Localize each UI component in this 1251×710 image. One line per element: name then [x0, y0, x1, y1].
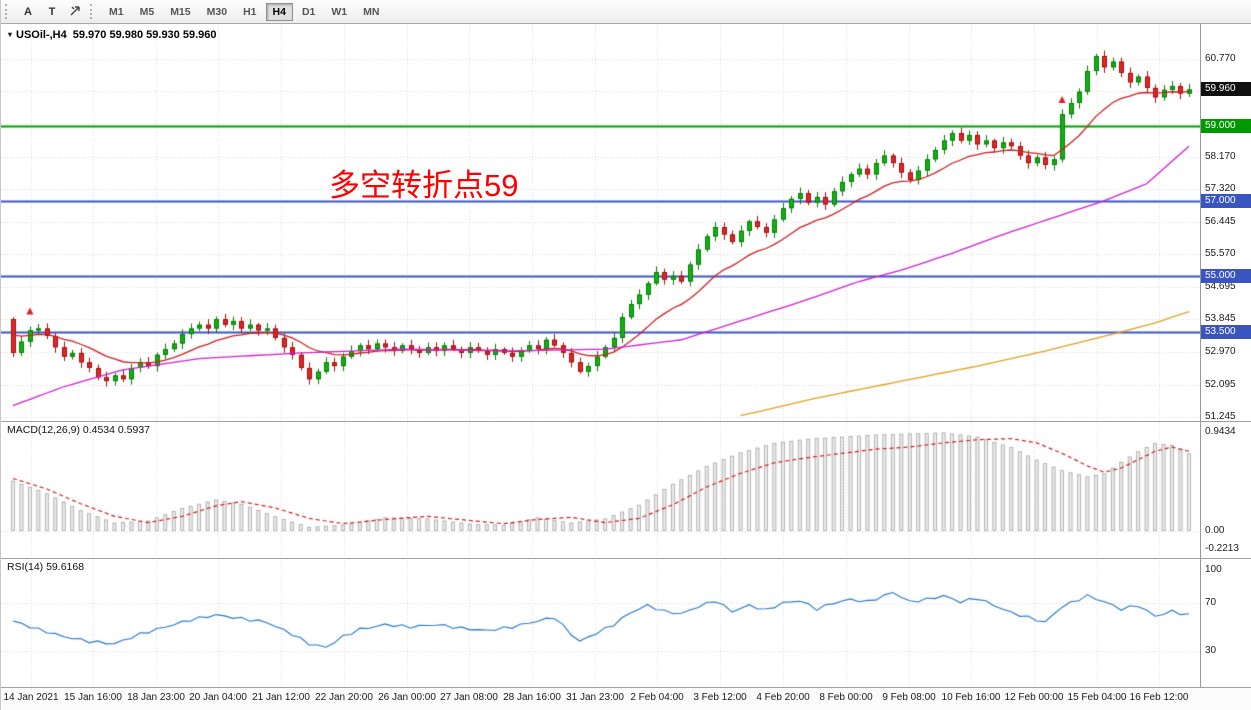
price-tag: 59.960 [1201, 82, 1251, 97]
time-axis-label: 16 Feb 12:00 [1129, 692, 1189, 703]
chart-canvas[interactable] [1, 24, 1200, 687]
time-axis-label: 2 Feb 04:00 [630, 692, 684, 703]
macd-axis-label: 0.9434 [1205, 426, 1236, 437]
timeframe-d1-button[interactable]: D1 [295, 3, 322, 21]
price-axis-label: 52.095 [1205, 379, 1236, 391]
time-axis-label: 28 Jan 16:00 [503, 692, 561, 703]
price-axis-label: 54.695 [1205, 281, 1236, 293]
time-axis-label: 3 Feb 12:00 [693, 692, 747, 703]
font-label-tool-button[interactable]: A [17, 2, 39, 21]
symbol-title: USOil-,H4 [16, 29, 67, 41]
time-axis-label: 4 Feb 20:00 [756, 692, 810, 703]
price-axis-label: 52.970 [1205, 346, 1236, 358]
macd-axis-label: -0.2213 [1205, 543, 1239, 554]
time-axis-label: 12 Feb 00:00 [1004, 692, 1064, 703]
time-axis-label: 31 Jan 23:00 [566, 692, 624, 703]
timeframe-mn-button[interactable]: MN [356, 3, 386, 21]
price-axis-label: 58.170 [1205, 150, 1236, 162]
time-axis-label: 27 Jan 08:00 [440, 692, 498, 703]
price-axis-label: 51.245 [1205, 411, 1236, 422]
panel-divider-macd[interactable] [1, 421, 1251, 422]
price-tag: 53.500 [1201, 325, 1251, 340]
timeframe-m30-button[interactable]: M30 [200, 3, 234, 21]
arrow-draw-icon [69, 4, 83, 20]
rsi-axis-label: 30 [1205, 645, 1217, 656]
price-axis-label: 60.770 [1205, 53, 1236, 64]
price-axis-label: 55.570 [1205, 248, 1236, 260]
timeframe-w1-button[interactable]: W1 [324, 3, 354, 21]
timeframe-m1-button[interactable]: M1 [102, 3, 131, 21]
price-tag: 57.000 [1201, 193, 1251, 208]
timeframe-h4-button[interactable]: H4 [265, 2, 293, 21]
rsi-axis-label: 70 [1205, 597, 1217, 608]
price-axis-label: 57.320 [1205, 182, 1236, 194]
chart-annotation-text[interactable]: 多空转折点59 [329, 168, 519, 203]
time-axis-label: 14 Jan 2021 [3, 692, 59, 703]
time-axis-label: 8 Feb 00:00 [819, 692, 873, 703]
timeframe-h1-button[interactable]: H1 [236, 3, 263, 21]
time-axis-label: 22 Jan 20:00 [315, 692, 373, 703]
time-axis-label: 18 Jan 23:00 [127, 692, 185, 703]
panel-divider-rsi[interactable] [1, 558, 1251, 559]
time-axis-label: 21 Jan 12:00 [252, 692, 310, 703]
price-tag: 55.000 [1201, 268, 1251, 283]
time-axis-label: 26 Jan 00:00 [378, 692, 436, 703]
time-axis-label: 15 Jan 16:00 [64, 692, 122, 703]
price-tag: 59.000 [1201, 118, 1251, 133]
toolbar: A T M1 M5 M15 M30 H1 H4 D1 W1 MN [1, 0, 1251, 24]
rsi-indicator-label: RSI(14) 59.6168 [7, 561, 85, 573]
price-axis-label: 56.445 [1205, 215, 1236, 227]
ohlc-values: 59.970 59.980 59.930 59.960 [72, 29, 217, 41]
collapse-triangle-icon[interactable]: ▾ [8, 30, 13, 39]
timeframe-m5-button[interactable]: M5 [133, 3, 162, 21]
time-axis-label: 10 Feb 16:00 [941, 692, 1001, 703]
time-axis-label: 9 Feb 08:00 [882, 692, 936, 703]
chart-area: ▾ USOil-,H4 59.970 59.980 59.930 59.960 多空… [1, 24, 1251, 687]
rsi-axis-label: 100 [1205, 564, 1222, 575]
arrow-draw-tool-button[interactable] [65, 2, 87, 21]
price-axis-label: 53.845 [1205, 313, 1236, 325]
timeframe-m15-button[interactable]: M15 [163, 3, 197, 21]
time-axis[interactable]: 14 Jan 2021 15 Jan 16:00 18 Jan 23:00 20 Ja… [1, 687, 1251, 710]
toolbar-drag-handle[interactable] [5, 4, 11, 19]
toolbar-group-handle[interactable] [90, 4, 96, 19]
macd-axis-label: 0.00 [1205, 525, 1225, 536]
price-axis[interactable]: 60.770 58.170 57.320 56.445 55.570 54.695 53.8… [1200, 24, 1251, 687]
time-axis-label: 15 Feb 04:00 [1067, 692, 1127, 703]
text-tool-button[interactable]: T [41, 2, 63, 21]
macd-indicator-label: MACD(12,26,9) 0.4534 0.5937 [7, 424, 151, 436]
symbol-ohlc-line: ▾ USOil-,H4 59.970 59.980 59.930 59.960 [8, 29, 217, 41]
time-axis-label: 20 Jan 04:00 [189, 692, 247, 703]
